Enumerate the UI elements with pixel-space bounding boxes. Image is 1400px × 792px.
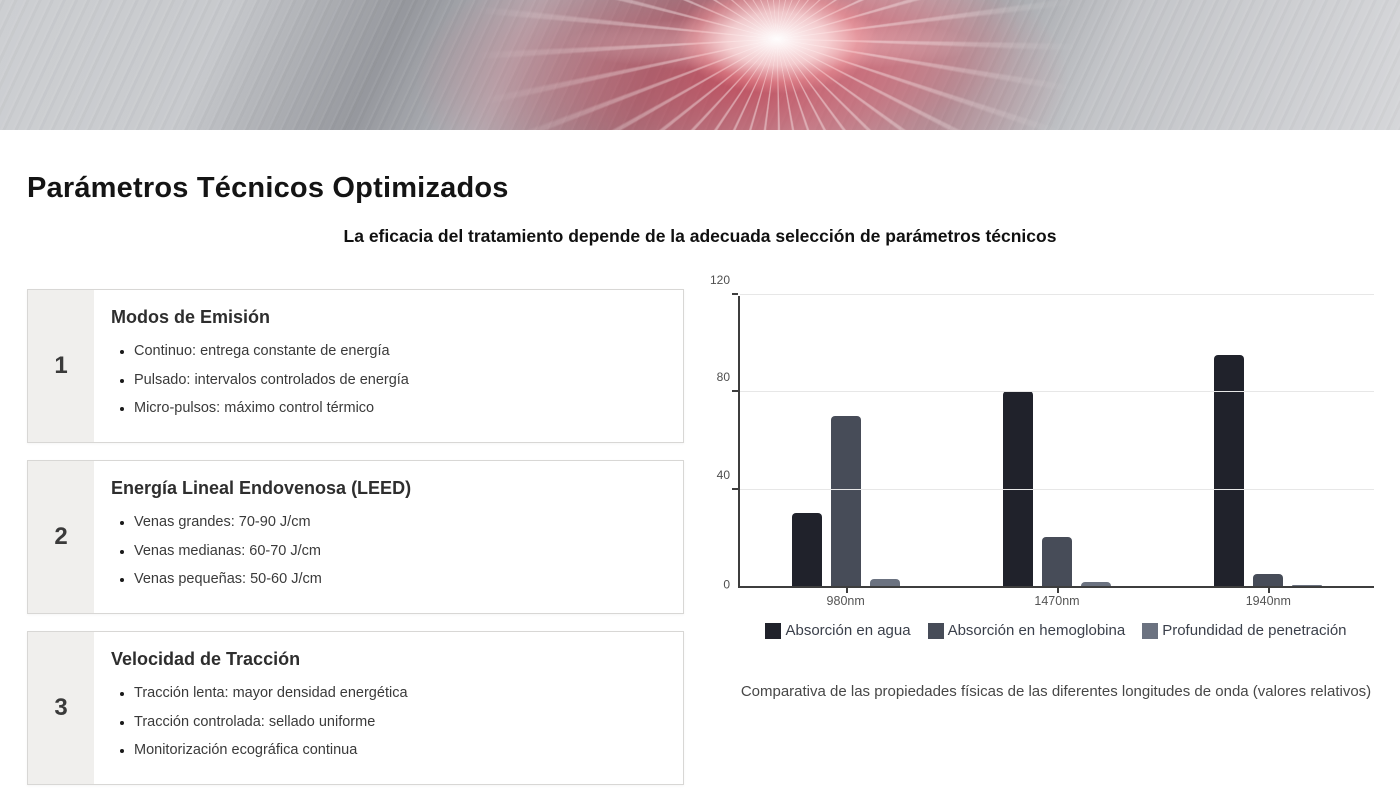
legend-swatch-icon [1142,622,1159,639]
chart-band-1470nm: 1470nm [951,296,1162,608]
y-axis-tick [732,293,738,295]
hero-laser-burst-core-graphic [0,0,1400,130]
card-bullet-list: Tracción lenta: mayor densidad energétic… [111,685,659,759]
legend-label: Profundidad de penetración [1162,622,1347,639]
x-axis-tick-label: 980nm [826,594,865,608]
bar-980nm-series-1 [791,513,822,586]
x-axis-tick [1056,588,1059,593]
x-axis-tick-label: 1940nm [1245,594,1291,608]
parameter-cards-list: 1 Modos de Emisión Continuo: entrega const… [27,289,684,785]
page-subtitle: La eficacia del tratamiento depende de l… [343,226,1057,246]
legend-swatch-icon [927,622,944,639]
card-title: Modos de Emisión [111,307,271,327]
card-bullet-item: Venas pequeñas: 50-60 J/cm [134,571,659,588]
card-body: Modos de Emisión Continuo: entrega consta… [94,290,683,442]
bar-chart: 980nm 1470nm 1940nm 0 40 80 120 [710,273,1374,608]
chart-band-1940nm: 1940nm [1163,296,1374,608]
legend-item: Absorción en agua [765,622,911,639]
card-bullet-item: Tracción lenta: mayor densidad energétic… [134,685,659,702]
y-axis-tick-label: 120 [709,273,730,287]
chart-plot-area: 980nm 1470nm 1940nm [740,296,1374,608]
chart-legend: Absorción en agua Absorción en hemoglobin… [738,622,1374,639]
card-bullet-item: Venas medianas: 60-70 J/cm [134,543,659,560]
card-bullet-item: Monitorización ecográfica continua [134,742,659,759]
bar-1470nm-series-2 [1041,537,1072,586]
parameter-card: 2 Energía Lineal Endovenosa (LEED) Venas g… [27,460,684,614]
gridline [740,294,1374,295]
legend-label: Absorción en hemoglobina [947,622,1126,639]
bar-1940nm-series-2 [1253,573,1284,586]
card-bullet-list: Venas grandes: 70-90 J/cm Venas medianas:… [111,514,659,588]
legend-item: Absorción en hemoglobina [927,622,1126,639]
card-number-badge: 2 [28,461,94,613]
parameter-card: 1 Modos de Emisión Continuo: entrega const… [27,289,684,443]
legend-swatch-icon [765,622,782,639]
card-title: Energía Lineal Endovenosa (LEED) [111,478,412,498]
card-bullet-item: Continuo: entrega constante de energía [134,343,659,360]
hero-image [0,0,1400,130]
bar-980nm-series-3 [869,578,900,586]
legend-item: Profundidad de penetración [1142,622,1347,639]
bar-980nm-series-2 [830,415,861,586]
bar-1940nm-series-3 [1292,584,1323,586]
card-title: Velocidad de Tracción [111,649,301,669]
card-number-badge: 1 [28,290,94,442]
x-axis-tick [1268,588,1271,593]
card-number-badge: 3 [28,632,94,784]
card-bullet-item: Tracción controlada: sellado uniforme [134,714,659,731]
y-axis-tick-label: 80 [716,370,730,385]
bar-1470nm-series-3 [1080,582,1111,586]
chart-band-980nm: 980nm [740,296,951,608]
card-bullet-item: Venas grandes: 70-90 J/cm [134,514,659,531]
card-bullet-list: Continuo: entrega constante de energía Pu… [111,343,659,417]
y-axis-tick [732,487,738,490]
x-axis-tick-label: 1470nm [1034,594,1080,608]
chart-panel: 980nm 1470nm 1940nm 0 40 80 120 Absorción en … [710,273,1374,700]
chart-caption: Comparativa de las propiedades físicas d… [740,683,1372,700]
card-body: Velocidad de Tracción Tracción lenta: may… [94,632,683,784]
card-bullet-item: Micro-pulsos: máximo control térmico [134,400,659,417]
gridline [740,488,1374,490]
card-body: Energía Lineal Endovenosa (LEED) Venas gr… [94,461,683,613]
page-title: Parámetros Técnicos Optimizados [27,172,509,204]
gridline [740,391,1374,393]
y-axis-tick-label: 0 [723,577,730,592]
y-axis-tick-label: 40 [716,467,730,482]
card-bullet-item: Pulsado: intervalos controlados de energ… [134,372,659,389]
x-axis-tick [845,588,848,593]
y-axis-tick [732,390,738,393]
legend-label: Absorción en agua [785,622,911,639]
parameter-card: 3 Velocidad de Tracción Tracción lenta: ma… [27,631,684,785]
bar-1940nm-series-1 [1214,354,1245,586]
